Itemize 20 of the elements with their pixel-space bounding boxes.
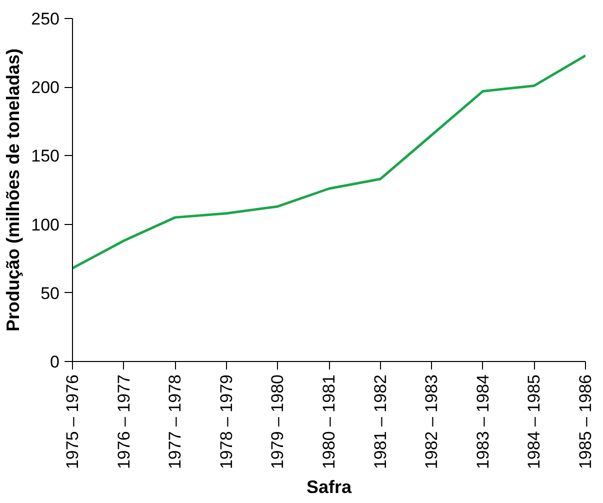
y-tick-label: 100 (31, 215, 60, 234)
y-tick-label: 250 (31, 10, 60, 28)
y-tick-label: 150 (31, 146, 60, 166)
x-tick-label: 1975 – 1976 (63, 374, 82, 470)
y-axis-title: Produção (milhões de toneladas) (3, 48, 24, 332)
y-tick-label: 0 (50, 352, 60, 372)
x-tick-label: 1984 – 1985 (524, 374, 544, 470)
x-axis-title: Safra (306, 477, 352, 498)
x-tick-label: 1977 – 1978 (166, 374, 185, 470)
x-tick-label: 1976 – 1977 (114, 374, 134, 470)
x-tick-label: 1982 – 1983 (422, 374, 442, 470)
x-tick-label: 1983 – 1984 (473, 374, 492, 470)
y-tick-label: 50 (40, 284, 60, 303)
x-tick-label: 1979 – 1980 (268, 374, 288, 470)
x-tick-label: 1985 – 1986 (576, 374, 595, 470)
y-tick-label: 200 (31, 78, 60, 98)
x-tick-label: 1978 – 1979 (216, 374, 236, 470)
x-tick-label: 1980 – 1981 (320, 374, 338, 470)
x-tick-label: 1981 – 1982 (370, 374, 390, 470)
line-series (72, 54, 586, 270)
